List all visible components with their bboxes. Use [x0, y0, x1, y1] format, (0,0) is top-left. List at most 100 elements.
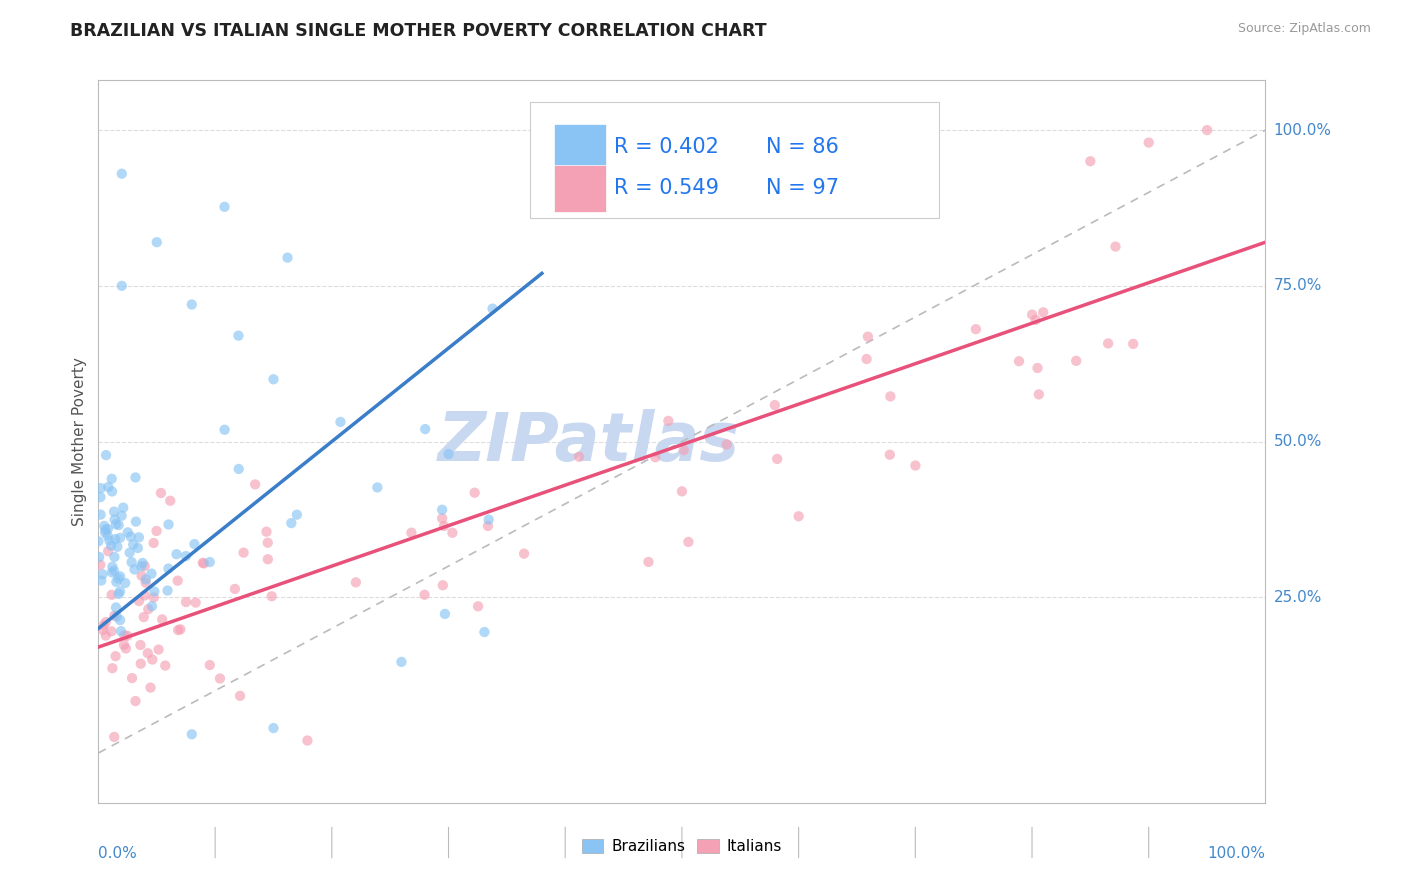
Point: [143, 584, 166, 599]
Point: [1122, 336, 1144, 351]
Point: [184, 596, 207, 610]
Point: [141, 599, 163, 614]
Point: [135, 575, 157, 590]
Text: 50.0%: 50.0%: [1274, 434, 1322, 449]
Point: [260, 589, 283, 603]
Point: [112, 500, 135, 515]
Point: [208, 672, 231, 686]
Point: [441, 525, 464, 540]
Point: [229, 689, 252, 703]
Point: [965, 322, 987, 336]
Point: [224, 582, 246, 596]
Point: [257, 552, 280, 566]
Point: [136, 646, 159, 660]
Point: [166, 547, 188, 561]
Point: [111, 167, 134, 181]
Point: [112, 638, 135, 652]
FancyBboxPatch shape: [554, 124, 606, 170]
Point: [107, 518, 129, 533]
Point: [108, 569, 131, 583]
Point: [433, 519, 456, 533]
Point: [118, 546, 141, 560]
Point: [94, 525, 117, 540]
Point: [104, 649, 127, 664]
Point: [96, 528, 118, 542]
Point: [101, 559, 124, 574]
Text: R = 0.549: R = 0.549: [614, 178, 720, 198]
Point: [180, 727, 202, 741]
Point: [97, 544, 120, 558]
Point: [103, 564, 125, 578]
Point: [214, 423, 236, 437]
Point: [174, 595, 197, 609]
Point: [90, 508, 112, 522]
Point: [101, 566, 124, 580]
Point: [432, 578, 454, 592]
FancyBboxPatch shape: [554, 165, 606, 211]
Point: [657, 414, 679, 428]
Point: [124, 694, 146, 708]
Point: [108, 584, 131, 599]
Point: [107, 572, 129, 586]
Point: [121, 555, 143, 569]
Point: [98, 533, 121, 548]
Point: [100, 472, 122, 486]
Point: [128, 530, 150, 544]
Point: [155, 658, 177, 673]
Text: 100.0%: 100.0%: [1274, 122, 1331, 137]
Point: [128, 594, 150, 608]
Point: [1080, 154, 1102, 169]
Point: [117, 525, 139, 540]
Point: [1025, 313, 1047, 327]
Point: [93, 519, 115, 533]
Point: [157, 517, 180, 532]
Point: [94, 629, 117, 643]
Point: [787, 509, 810, 524]
Point: [136, 602, 159, 616]
Point: [214, 200, 236, 214]
Point: [391, 655, 413, 669]
Point: [437, 447, 460, 461]
Point: [180, 297, 202, 311]
Point: [879, 389, 901, 403]
Point: [139, 681, 162, 695]
Point: [879, 448, 901, 462]
Point: [1104, 239, 1126, 253]
Point: [94, 523, 117, 537]
Point: [285, 508, 308, 522]
Point: [94, 448, 117, 462]
Point: [115, 641, 138, 656]
Point: [94, 615, 117, 629]
Point: [243, 477, 266, 491]
Point: [1195, 123, 1218, 137]
Point: [174, 549, 197, 563]
Point: [297, 733, 319, 747]
Point: [193, 557, 215, 571]
Point: [169, 623, 191, 637]
Text: ZIPatlas: ZIPatlas: [437, 409, 740, 475]
Point: [856, 329, 879, 343]
Point: [232, 546, 254, 560]
Point: [366, 480, 388, 494]
Point: [120, 530, 142, 544]
Legend: Brazilians, Italians: Brazilians, Italians: [576, 832, 787, 860]
Point: [401, 525, 423, 540]
Point: [131, 568, 153, 582]
Point: [117, 629, 139, 643]
Point: [125, 515, 148, 529]
Point: [1008, 354, 1031, 368]
Point: [110, 508, 132, 523]
Point: [105, 574, 128, 589]
Point: [464, 485, 486, 500]
Point: [166, 574, 188, 588]
Point: [91, 623, 114, 637]
Point: [228, 328, 250, 343]
Point: [280, 516, 302, 530]
Point: [413, 588, 436, 602]
Point: [122, 537, 145, 551]
Point: [87, 534, 110, 549]
Point: [167, 623, 190, 637]
Point: [104, 513, 127, 527]
Point: [121, 671, 143, 685]
Point: [131, 556, 153, 570]
